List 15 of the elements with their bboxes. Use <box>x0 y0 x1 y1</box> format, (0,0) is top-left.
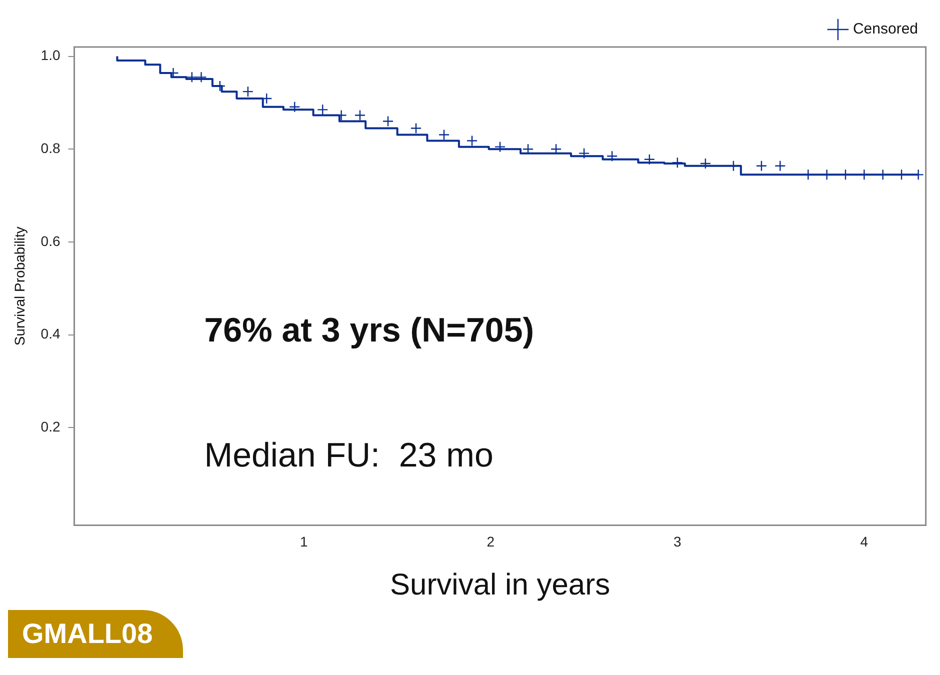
y-axis-title: Survival Probability <box>11 226 28 346</box>
y-tick-label: 0.6 <box>40 232 60 249</box>
x-tick-label: 1 <box>300 533 308 550</box>
legend-label: Censored <box>852 20 918 38</box>
y-tick-label: 0.8 <box>40 140 60 156</box>
x-tick-label: 4 <box>860 533 868 550</box>
annotation: 76% at 3 yrs (N=705) <box>204 311 534 350</box>
y-tick-label: 0.4 <box>40 326 60 342</box>
x-tick-label: 3 <box>674 533 682 550</box>
annotation: Median FU: 23 mo <box>204 436 494 474</box>
y-tick-label: 0.2 <box>40 418 60 435</box>
x-axis-title: Survival in years <box>390 568 610 602</box>
rounded-shape: GMALL08 <box>8 610 183 658</box>
y-tick-label: 1.0 <box>40 47 60 64</box>
x-tick-label: 2 <box>486 533 495 550</box>
